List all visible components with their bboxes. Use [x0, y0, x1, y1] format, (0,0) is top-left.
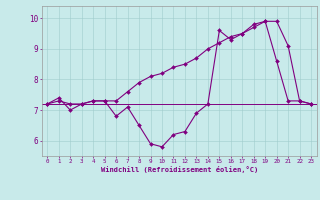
X-axis label: Windchill (Refroidissement éolien,°C): Windchill (Refroidissement éolien,°C) — [100, 166, 258, 173]
